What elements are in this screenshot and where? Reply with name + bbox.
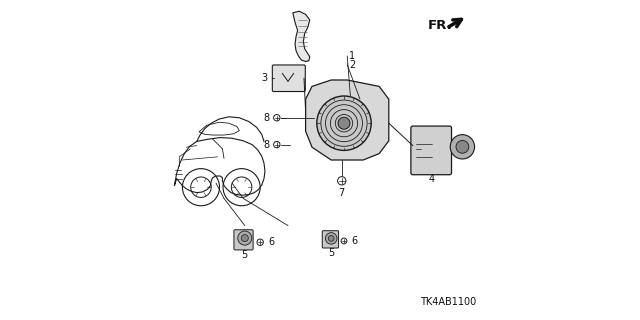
FancyBboxPatch shape	[273, 65, 305, 92]
Circle shape	[317, 96, 371, 150]
FancyBboxPatch shape	[323, 231, 339, 248]
Text: 5: 5	[328, 248, 334, 259]
Text: 3: 3	[262, 73, 268, 83]
Text: 2: 2	[349, 60, 355, 70]
Text: 6: 6	[351, 236, 357, 246]
Circle shape	[241, 235, 248, 242]
Polygon shape	[306, 80, 389, 160]
Polygon shape	[292, 11, 310, 61]
Text: 8: 8	[264, 140, 270, 150]
Circle shape	[328, 236, 334, 241]
Circle shape	[326, 233, 337, 244]
Text: 4: 4	[428, 174, 435, 184]
Text: 6: 6	[269, 237, 275, 247]
Circle shape	[338, 117, 350, 129]
FancyBboxPatch shape	[411, 126, 452, 175]
Circle shape	[237, 231, 252, 245]
Circle shape	[456, 140, 468, 153]
Text: 7: 7	[339, 188, 345, 198]
Text: 8: 8	[264, 113, 270, 123]
Text: FR.: FR.	[428, 19, 452, 32]
Text: 5: 5	[242, 250, 248, 260]
Circle shape	[451, 135, 475, 159]
Text: TK4AB1100: TK4AB1100	[420, 297, 476, 308]
FancyBboxPatch shape	[234, 230, 253, 250]
Text: 1: 1	[349, 51, 355, 61]
